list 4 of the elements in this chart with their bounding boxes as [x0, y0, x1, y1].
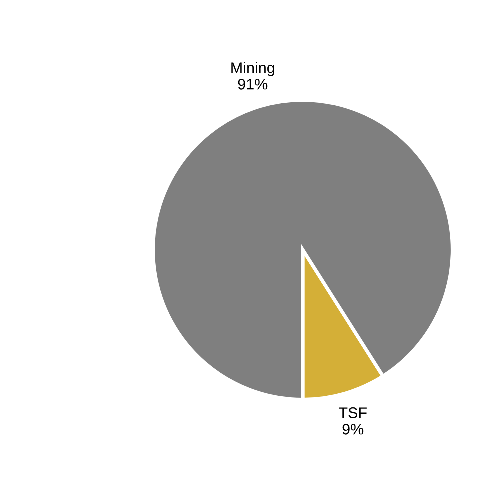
data-label: 91% [238, 79, 268, 90]
slice-label: Mining [232, 62, 274, 76]
data-label: 9% [342, 424, 364, 435]
slice-label: TSF [339, 408, 367, 418]
